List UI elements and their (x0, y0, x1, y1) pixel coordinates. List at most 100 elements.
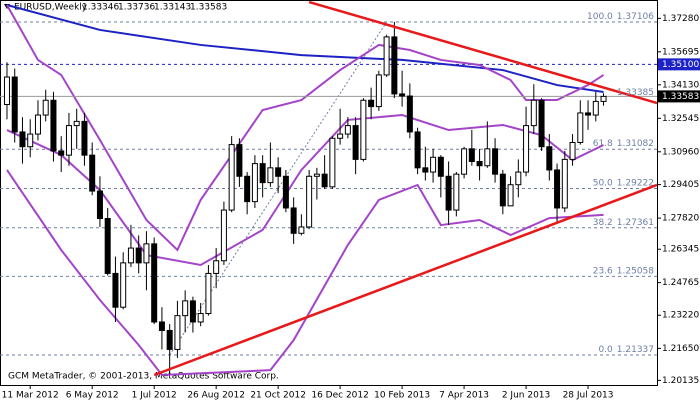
candle-body (476, 161, 483, 167)
candle-body (523, 125, 530, 173)
y-tick-label: 1.30960 (662, 147, 699, 157)
candle-body (182, 300, 189, 317)
y-tick-label: 1.37280 (662, 14, 699, 24)
trendline (153, 183, 657, 377)
candle-body (492, 148, 499, 175)
candle-body (561, 158, 568, 209)
x-tick-label: 7 Apr 2013 (439, 391, 489, 401)
candle-body (461, 148, 468, 175)
indicator-line (6, 4, 604, 94)
candle-body (220, 209, 227, 262)
fib-label: 50.0 1.29222 (593, 178, 654, 188)
fib-percent: 0.0 (598, 344, 613, 354)
candle-body (298, 226, 305, 234)
y-tick-label: 1.34130 (662, 80, 699, 90)
header-value: 1.33583 (190, 3, 227, 13)
candle-body (112, 272, 119, 308)
candle-body (213, 260, 220, 274)
candle-body (34, 114, 41, 135)
candle-body (313, 173, 320, 177)
candle-body (143, 243, 150, 264)
level-label: 1.35100 (662, 60, 699, 70)
candle-body (58, 150, 65, 156)
candle-body (244, 175, 251, 203)
candle-body (499, 173, 506, 207)
candle-body (89, 154, 96, 192)
candle-body (515, 171, 522, 186)
candle-body (538, 99, 545, 148)
candle-body (282, 175, 289, 209)
level-box (658, 58, 700, 71)
y-tick-label: 1.32545 (662, 114, 699, 124)
candle-body (546, 146, 553, 171)
candle-body (530, 99, 537, 127)
x-tick-label: 2 Jun 2013 (502, 391, 550, 401)
indicator-line (6, 169, 604, 377)
candle-body (19, 131, 26, 148)
candle-body (197, 313, 204, 323)
candle-body (73, 120, 80, 127)
candle-body (3, 76, 10, 105)
candle-body (151, 243, 158, 323)
y-tick-label: 1.26345 (662, 245, 699, 255)
fib-price: 1.31082 (617, 139, 654, 149)
candle-body (275, 167, 282, 177)
candle-body (267, 167, 274, 184)
y-tick-label: 1.27820 (662, 214, 699, 224)
indicator-line (6, 4, 605, 252)
candle-body (50, 99, 57, 152)
candle-body (422, 167, 429, 173)
candle-body (375, 74, 382, 108)
candle-body (406, 95, 413, 133)
y-tick-label: 1.35695 (662, 47, 699, 57)
candle-body (468, 148, 475, 163)
candle-body (127, 247, 134, 264)
fib-price: 1.29222 (617, 178, 654, 188)
candle-body (27, 133, 34, 148)
candle-body (344, 125, 351, 135)
candle-body (236, 144, 243, 177)
trend-label: 1.33385 (617, 88, 654, 98)
y-tick-label: 1.20135 (662, 376, 699, 386)
indicator-line (6, 114, 604, 267)
header-value: 1.33736 (118, 3, 155, 13)
candle-body (600, 95, 607, 102)
candle-body (337, 133, 344, 139)
candle-body (507, 184, 514, 207)
fib-label: 100.0 1.37106 (587, 12, 654, 22)
candle-body (445, 175, 452, 211)
candle-body (104, 218, 111, 274)
candle-body (135, 247, 142, 264)
fib-percent: 61.8 (593, 139, 613, 149)
candle-body (11, 76, 18, 133)
fib-percent: 50.0 (593, 178, 613, 188)
candle-body (189, 300, 196, 323)
candle-body (306, 175, 313, 228)
candle-body (592, 100, 599, 116)
candle-body (554, 169, 561, 209)
candle-body (368, 99, 375, 108)
candle-body (453, 173, 460, 211)
y-tick-label: 1.23220 (662, 311, 699, 321)
x-tick-label: 28 Jul 2013 (563, 391, 614, 401)
candle-body (484, 148, 491, 167)
x-tick-label: 10 Feb 2013 (374, 391, 430, 401)
candle-body (414, 131, 421, 169)
y-tick-label: 1.21650 (662, 344, 699, 354)
fib-label: 61.8 1.31082 (593, 139, 654, 149)
candle-body (383, 36, 390, 76)
candle-body (430, 156, 437, 173)
fib-label: 38.2 1.27361 (593, 217, 654, 227)
candle-body (290, 207, 297, 234)
candle-body (329, 137, 336, 188)
candle-body (391, 36, 398, 95)
candle-body (352, 125, 359, 160)
candle-body (120, 262, 127, 308)
footer: GCM MetaTrader, © 2001-2013, MetaQuotes … (8, 372, 279, 382)
candle-body (96, 190, 103, 220)
fib-percent: 38.2 (593, 217, 613, 227)
candle-body (228, 144, 235, 211)
header-value: 1.33346 (82, 3, 119, 13)
candle-body (65, 125, 72, 156)
